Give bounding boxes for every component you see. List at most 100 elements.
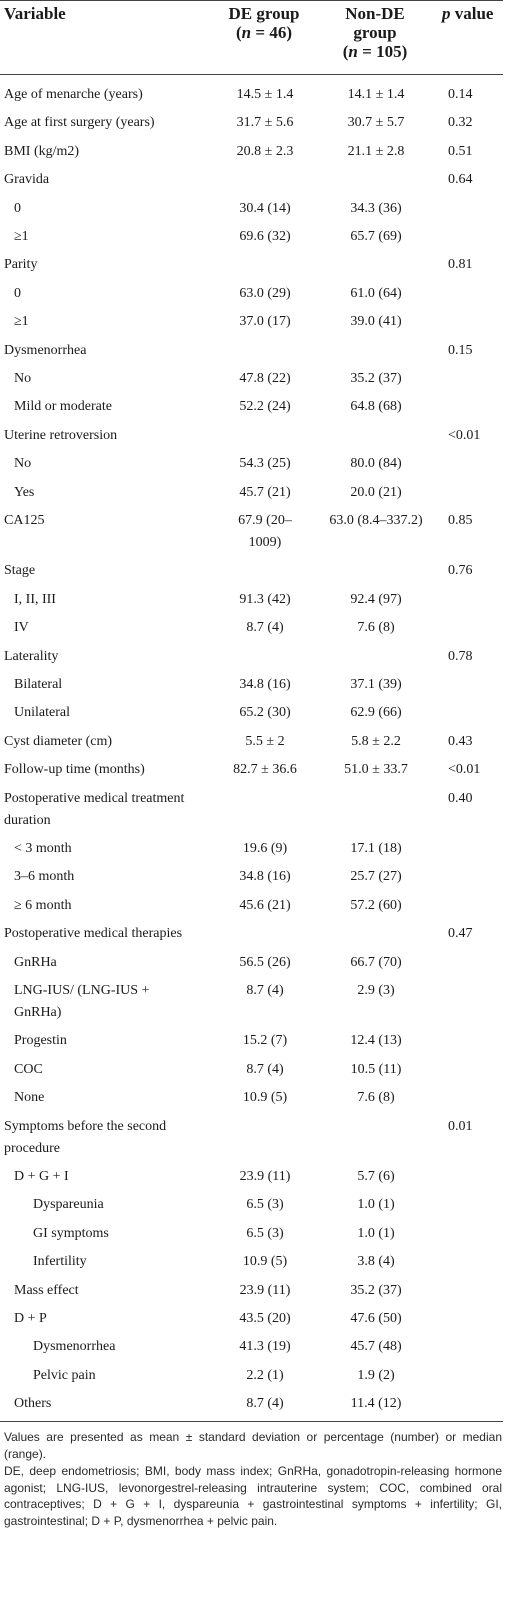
table-row: ≥1 69.6 (32) 65.7 (69) [0,226,503,248]
cell-variable: I, II, III [14,589,214,611]
cell-variable-line: Follow-up time (months) [4,762,145,778]
cell-de-group: 2.2 (1) [212,1365,318,1387]
header-nonde-group-label-2: group [353,23,397,42]
cell-variable: Postoperative medical treatment duration [4,788,214,832]
cell-variable-line: Mild or moderate [14,399,112,415]
table-row: No 47.8 (22) 35.2 (37) [0,368,503,390]
cell-de-group-line: 8.7 (4) [246,620,284,636]
cell-variable: Stage [4,560,214,582]
cell-nonde-group-line: 10.5 (11) [350,1061,402,1077]
cell-variable: Age at first surgery (years) [4,112,214,134]
cell-variable-line: No [14,371,32,386]
cell-nonde-group-line: 63.0 (8.4–337.2) [329,513,423,528]
cell-nonde-group-line: 25.7 (27) [350,869,402,885]
cell-variable: Infertility [33,1251,213,1273]
cell-nonde-group: 51.0 ± 33.7 [322,759,430,781]
cell-nonde-group: 1.9 (2) [322,1365,430,1387]
cell-nonde-group-line: 30.7 ± 5.7 [347,115,405,131]
cell-nonde-group: 7.6 (8) [322,1087,430,1109]
cell-p-value: 0.32 [448,115,473,131]
cell-de-group: 31.7 ± 5.6 [212,112,318,134]
cell-variable-line: duration [4,812,51,828]
table-row: Gravida 0.64 [0,169,503,191]
cell-variable: No [14,453,214,475]
cell-de-group: 30.4 (14) [212,198,318,220]
cell-nonde-group-line: 20.0 (21) [350,484,402,500]
footnote-values: Values are presented as mean ± standard … [4,1430,502,1461]
cell-variable-line: 3–6 month [14,869,75,885]
cell-nonde-group-line: 51.0 ± 33.7 [344,762,408,778]
cell-variable: Symptoms before the second procedure [4,1116,214,1160]
cell-variable-line: Age at first surgery (years) [4,115,155,131]
cell-nonde-group-line: 1.0 (1) [357,1197,395,1213]
cell-de-group: 63.0 (29) [212,283,318,305]
cell-de-group: 47.8 (22) [212,368,318,390]
cell-de-group: 56.5 (26) [212,952,318,974]
cell-de-group-line: 14.5 ± 1.4 [236,87,294,102]
cell-nonde-group-line: 7.6 (8) [357,1090,395,1106]
cell-variable-line: I, II, III [14,591,56,607]
cell-nonde-group: 63.0 (8.4–337.2) [322,510,430,532]
cell-variable-line: None [14,1090,45,1106]
cell-nonde-group: 65.7 (69) [322,226,430,248]
cell-de-group: 8.7 (4) [212,617,318,639]
cell-variable: Cyst diameter (cm) [4,731,214,753]
table-row: Others 8.7 (4) 11.4 (12) [0,1393,503,1415]
cell-de-group-line: 20.8 ± 2.3 [236,143,294,159]
header-de-group-label: DE group [228,4,300,23]
table-row: 0 63.0 (29) 61.0 (64) [0,283,503,305]
cell-nonde-group-line: 57.2 (60) [350,897,402,913]
cell-nonde-group: 17.1 (18) [322,838,430,860]
cell-de-group-line: 56.5 (26) [239,954,291,970]
cell-de-group-line: 47.8 (22) [239,371,291,386]
cell-nonde-group: 25.7 (27) [322,866,430,888]
cell-variable: Uterine retroversion [4,425,214,447]
cell-nonde-group: 21.1 ± 2.8 [322,141,430,163]
cell-de-group: 23.9 (11) [212,1166,318,1188]
table-row: Progestin 15.2 (7) 12.4 (13) [0,1030,503,1052]
cell-p-value: <0.01 [448,762,481,778]
cell-variable-line: Others [14,1396,52,1412]
cell-variable: No [14,368,214,390]
table-row: Dyspareunia 6.5 (3) 1.0 (1) [0,1194,503,1216]
cell-variable: Dysmenorrhea [4,340,214,362]
cell-nonde-group: 3.8 (4) [322,1251,430,1273]
cell-variable: Bilateral [14,674,214,696]
cell-de-group-line: 10.9 (5) [242,1254,288,1270]
table-row: 3–6 month 34.8 (16) 25.7 (27) [0,866,503,888]
cell-nonde-group-line: 2.9 (3) [357,983,395,998]
cell-de-group: 34.8 (16) [212,866,318,888]
cell-variable-line: D + G + I [14,1169,69,1184]
cell-variable-line: Symptoms before the second [4,1118,167,1134]
cell-nonde-group: 62.9 (66) [322,702,430,724]
header-bottom-rule [0,74,503,75]
cell-variable-line: D + P [14,1311,47,1326]
cell-nonde-group: 64.8 (68) [322,396,430,418]
cell-de-group-line: 45.6 (21) [239,897,291,913]
cell-variable: 0 [14,198,214,220]
header-nonde-group: Non-DE group (n = 105) [320,4,430,78]
cell-de-group-line: 8.7 (4) [246,983,284,998]
table-row: ≥1 37.0 (17) 39.0 (41) [0,311,503,333]
cell-variable-line: Mass effect [14,1282,79,1298]
cell-nonde-group: 66.7 (70) [322,952,430,974]
cell-de-group-line: 19.6 (9) [242,841,288,856]
table-bottom-rule [0,1421,503,1423]
cell-de-group: 43.5 (20) [212,1308,318,1330]
table-row: Infertility 10.9 (5) 3.8 (4) [0,1251,503,1273]
cell-variable-line: Postoperative medical treatment [4,790,185,806]
table-row: D + G + I 23.9 (11) 5.7 (6) [0,1166,503,1188]
cell-variable-line: Postoperative medical therapies [4,926,183,942]
cell-variable: Mild or moderate [14,396,214,418]
cell-nonde-group-line: 35.2 (37) [350,371,402,386]
cell-de-group: 82.7 ± 36.6 [212,759,318,781]
cell-nonde-group: 37.1 (39) [322,674,430,696]
cell-de-group: 23.9 (11) [212,1280,318,1302]
cell-nonde-group: 5.8 ± 2.2 [322,731,430,753]
footnote-abbreviations: DE, deep endometriosis; BMI, body mass i… [4,1464,502,1528]
cell-variable: Pelvic pain [33,1365,213,1387]
cell-de-group: 20.8 ± 2.3 [212,141,318,163]
cell-nonde-group-line: 5.7 (6) [357,1169,395,1184]
cell-variable: GI symptoms [33,1223,213,1245]
table-row: Age at first surgery (years) 31.7 ± 5.6 30… [0,112,503,134]
